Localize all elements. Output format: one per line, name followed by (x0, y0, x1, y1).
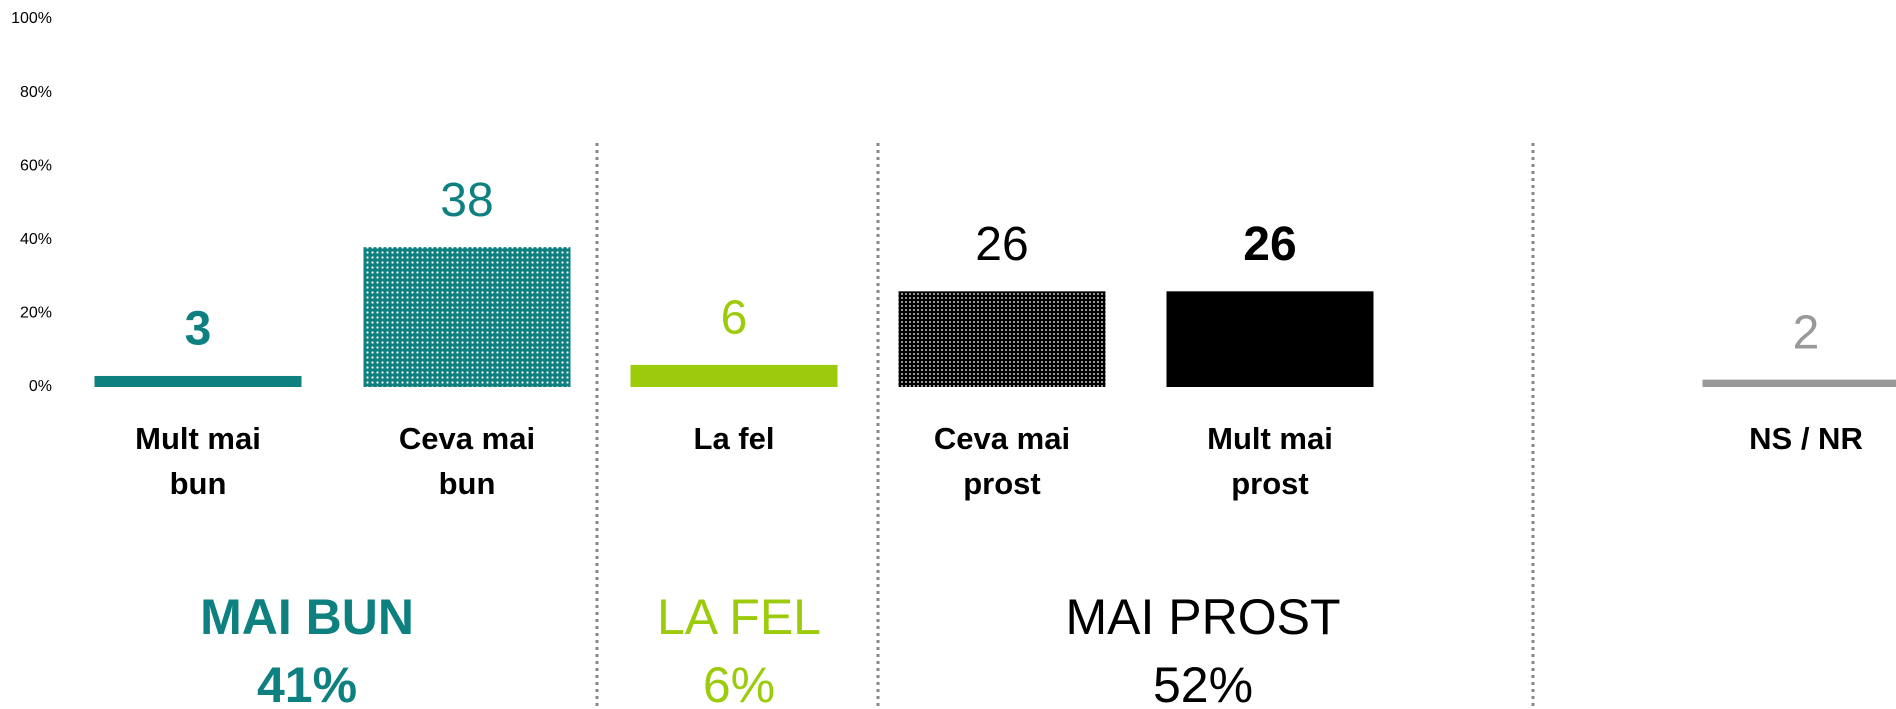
value-label: 6 (721, 292, 748, 345)
value-label: 26 (975, 218, 1028, 271)
bar (898, 291, 1106, 387)
group-label: MAI BUN (200, 589, 414, 645)
x-tick-label: NS / NR (1749, 421, 1863, 456)
y-tick-label: 100% (11, 10, 52, 27)
y-tick-label: 0% (29, 378, 52, 395)
y-tick-label: 40% (20, 231, 52, 248)
bar (1702, 379, 1896, 387)
x-tick-label: Mult mai bun (135, 421, 261, 501)
bar (1166, 291, 1374, 387)
value-label: 38 (440, 174, 493, 227)
separators (595, 143, 1535, 709)
bar (630, 364, 838, 387)
x-tick-label: Mult mai prost (1207, 421, 1333, 501)
y-tick-label: 60% (20, 157, 52, 174)
group-label: LA FEL (657, 589, 821, 645)
bar (363, 247, 571, 387)
x-tick-label: Ceva mai prost (934, 421, 1070, 501)
y-tick-label: 80% (20, 84, 52, 101)
value-label: 26 (1243, 218, 1296, 271)
x-tick-label: La fel (694, 421, 775, 456)
y-tick-label: 20% (20, 305, 52, 322)
bar (94, 375, 302, 387)
group-total: 6% (703, 657, 775, 709)
group-total: 52% (1153, 657, 1253, 709)
value-label: 3 (185, 303, 212, 356)
x-tick-label: Ceva mai bun (399, 421, 535, 501)
group-label: MAI PROST (1065, 589, 1340, 645)
value-label: 2 (1793, 306, 1820, 359)
group-total: 41% (257, 657, 357, 709)
